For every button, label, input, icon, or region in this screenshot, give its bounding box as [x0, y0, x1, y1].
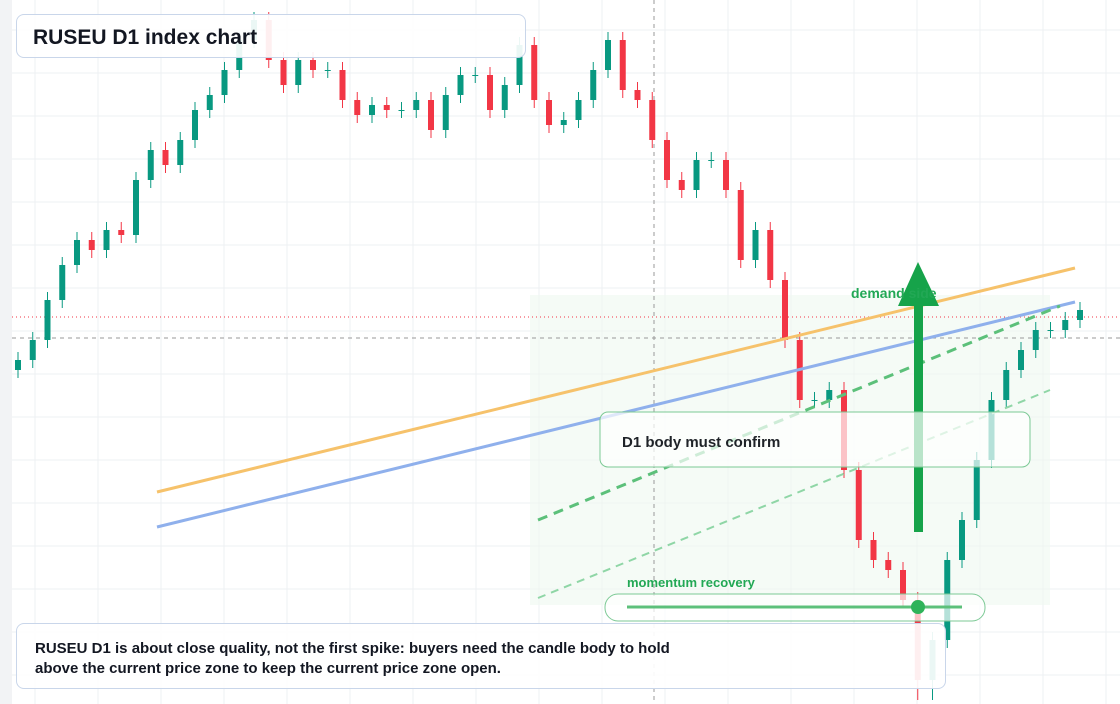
candle-body: [59, 265, 66, 300]
candle-body: [1077, 310, 1083, 320]
arrow-head: [898, 262, 939, 306]
candle-body: [442, 95, 449, 130]
candle-body: [516, 45, 523, 85]
candle-body: [752, 230, 759, 260]
candle-body: [487, 75, 493, 110]
candle-body: [118, 230, 125, 235]
candle-body: [133, 180, 139, 235]
candle-body: [737, 190, 744, 260]
candle-body: [280, 60, 287, 85]
candle-body: [413, 100, 420, 110]
candle-body: [354, 100, 361, 115]
note-line: above the current price zone to keep the…: [35, 660, 501, 677]
zone-label: demand side: [851, 285, 937, 301]
candle-body: [147, 150, 154, 180]
candle-body: [192, 110, 198, 140]
note-line: RUSEU D1 is about close quality, not the…: [35, 640, 670, 657]
candle-body: [44, 300, 51, 340]
candle-body: [664, 140, 670, 180]
candle-body: [1032, 330, 1039, 350]
candle-body: [723, 160, 729, 190]
candle-body: [546, 100, 552, 125]
candle-body: [855, 470, 862, 540]
candle-body: [870, 540, 877, 560]
candle-body: [221, 70, 228, 95]
candle-body: [826, 390, 833, 400]
trend-line: [537, 304, 1061, 522]
candle-body: [1003, 370, 1010, 400]
callout-text: D1 body must confirm: [622, 434, 780, 451]
candle-body: [428, 100, 434, 130]
candle-body: [310, 60, 316, 70]
candle-body: [634, 90, 641, 100]
candle-body: [885, 560, 892, 570]
candle-body: [575, 100, 582, 120]
candle-body: [782, 280, 788, 340]
candle-body: [324, 70, 331, 71]
candle-body: [767, 230, 774, 280]
candle-body: [1062, 320, 1069, 330]
callout-box: [599, 411, 1031, 468]
candle-body: [1018, 350, 1024, 370]
candle-body: [1047, 330, 1054, 331]
momentum-dot: [911, 600, 925, 614]
candle-body: [177, 140, 184, 165]
candle-body: [398, 110, 405, 111]
candle-body: [900, 570, 906, 600]
candle-body: [605, 40, 611, 70]
candle-body: [472, 75, 479, 76]
candle-body: [973, 460, 980, 520]
candle-body: [206, 95, 213, 110]
candle-body: [88, 240, 95, 250]
candle-body: [678, 180, 685, 190]
candle-body: [693, 160, 700, 190]
candle-body: [339, 70, 346, 100]
note-box: RUSEU D1 is about close quality, not the…: [16, 623, 946, 689]
momentum-label: momentum recovery: [627, 575, 756, 590]
candle-body: [590, 70, 597, 100]
candle-body: [15, 360, 21, 370]
candle-body: [560, 120, 567, 125]
chart-title: RUSEU D1 index chart: [33, 26, 258, 49]
candle-body: [811, 400, 818, 401]
candle-body: [162, 150, 169, 165]
candle-body: [708, 160, 715, 161]
candle-body: [369, 105, 375, 115]
candle-body: [457, 75, 464, 95]
candle-body: [74, 240, 80, 265]
candle-body: [501, 85, 508, 110]
candle-body: [959, 520, 965, 560]
candle-body: [29, 340, 36, 360]
candle-body: [531, 45, 538, 100]
candle-body: [103, 230, 110, 250]
title-box: RUSEU D1 index chart: [16, 14, 526, 58]
candle-body: [619, 40, 626, 90]
candle-body: [649, 100, 656, 140]
candle-body: [295, 60, 302, 85]
side-strip: [0, 0, 12, 704]
candle-body: [383, 105, 390, 110]
